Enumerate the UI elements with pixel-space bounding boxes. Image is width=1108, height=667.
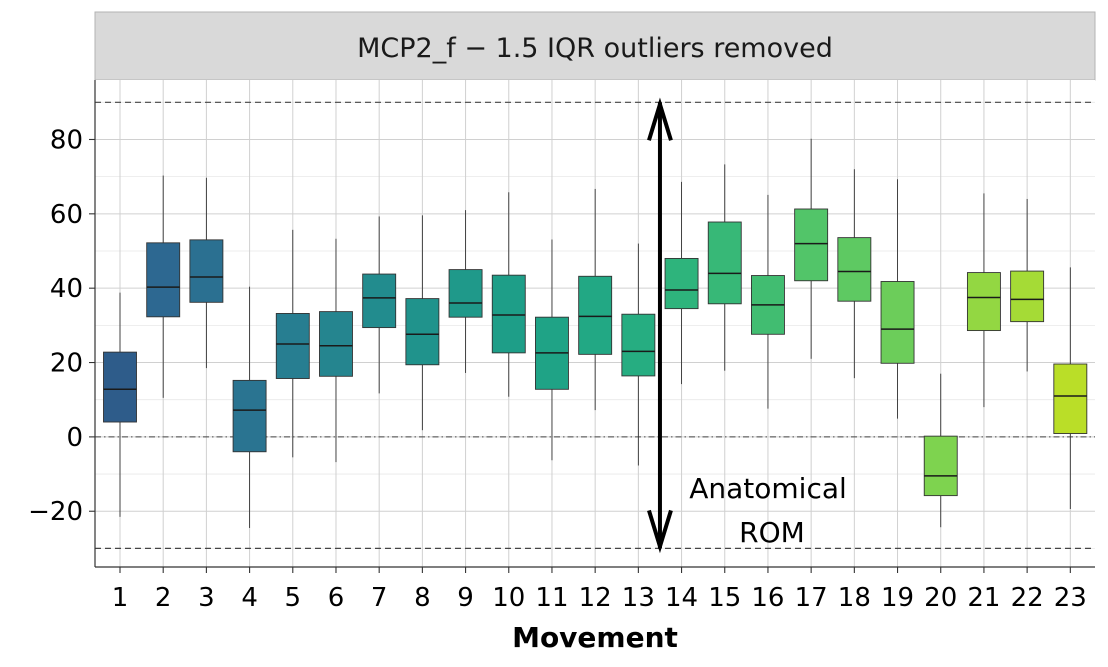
box-group: [794, 138, 829, 359]
x-ticks: 1 2 3 4 5 6 7 8 9 10 11 12 13 14 15 16 17 18 19 20 21 22 23: [112, 567, 1087, 613]
box-group: [103, 292, 137, 517]
box: [621, 313, 656, 377]
x-axis-title: Movement: [512, 621, 678, 654]
x-tick-label: 11: [535, 583, 568, 613]
x-tick-label: 2: [155, 583, 172, 613]
box-group: [448, 210, 483, 373]
x-tick-label: 21: [967, 583, 1000, 613]
facet-strip: MCP2_f − 1.5 IQR outliers removed: [94, 11, 1096, 81]
box-group: [707, 164, 742, 371]
x-tick-label: 22: [1011, 583, 1044, 613]
box: [966, 272, 1001, 332]
y-ticks: −20 0 20 40 60 80: [28, 125, 95, 527]
x-tick-label: 9: [457, 583, 474, 613]
box-group: [1053, 267, 1088, 510]
x-tick-label: 8: [414, 583, 431, 613]
box-group: [362, 216, 397, 394]
x-tick-label: 20: [924, 583, 957, 613]
x-tick-label: 4: [241, 583, 258, 613]
annotation-arrow-head-bottom: [647, 509, 673, 554]
box: [189, 239, 224, 303]
box: [1010, 270, 1045, 323]
box: [448, 269, 483, 318]
y-tick-label: 0: [66, 423, 83, 453]
box-group: [535, 239, 569, 461]
y-tick-label: −20: [28, 497, 83, 527]
box-group: [880, 179, 915, 419]
box-group: [146, 175, 181, 398]
box: [146, 242, 181, 318]
box-group: [1010, 198, 1045, 372]
box: [880, 281, 915, 364]
x-tick-label: 17: [795, 583, 828, 613]
box: [103, 351, 137, 423]
box-group: [750, 194, 785, 409]
box: [837, 237, 872, 302]
box: [578, 275, 613, 355]
box-group: [966, 193, 1001, 408]
chart-title: MCP2_f − 1.5 IQR outliers removed: [357, 33, 833, 64]
box: [707, 221, 742, 305]
box: [923, 435, 958, 497]
box: [405, 298, 440, 366]
box-group: [319, 238, 353, 463]
annotation-text-line1: Anatomical: [689, 472, 847, 505]
y-tick-label: 60: [50, 200, 83, 230]
y-tick-label: 80: [50, 125, 83, 155]
box-group: [405, 215, 440, 431]
x-tick-label: 19: [881, 583, 914, 613]
boxes: [103, 138, 1088, 528]
x-tick-label: 23: [1054, 583, 1087, 613]
rom-annotation: Anatomical ROM: [647, 97, 847, 554]
x-tick-label: 16: [751, 583, 784, 613]
box-group: [621, 243, 656, 466]
y-tick-label: 40: [50, 274, 83, 304]
box-group: [491, 192, 526, 397]
x-tick-label: 10: [492, 583, 525, 613]
x-tick-label: 7: [371, 583, 388, 613]
x-tick-label: 12: [579, 583, 612, 613]
x-tick-label: 6: [328, 583, 345, 613]
x-tick-label: 15: [708, 583, 741, 613]
box: [491, 274, 526, 354]
x-tick-label: 18: [838, 583, 871, 613]
x-tick-label: 13: [622, 583, 655, 613]
box-group: [923, 373, 958, 528]
box-group: [189, 177, 224, 369]
x-tick-label: 3: [198, 583, 215, 613]
box-group: [232, 286, 267, 528]
box-group: [578, 188, 613, 411]
box: [1053, 363, 1088, 434]
annotation-arrow-head-top: [647, 97, 673, 141]
facet-strip-background: [94, 11, 1096, 81]
box: [232, 379, 267, 453]
box: [275, 313, 310, 379]
box: [319, 311, 353, 377]
x-tick-label: 5: [285, 583, 302, 613]
x-tick-label: 14: [665, 583, 698, 613]
box: [794, 208, 829, 282]
box: [362, 273, 397, 329]
box-group: [837, 169, 872, 379]
y-tick-label: 20: [50, 349, 83, 379]
box-group: [275, 229, 310, 458]
box-group: [664, 181, 699, 385]
x-tick-label: 1: [112, 583, 129, 613]
annotation-text-line2: ROM: [739, 516, 805, 549]
box: [664, 257, 699, 310]
